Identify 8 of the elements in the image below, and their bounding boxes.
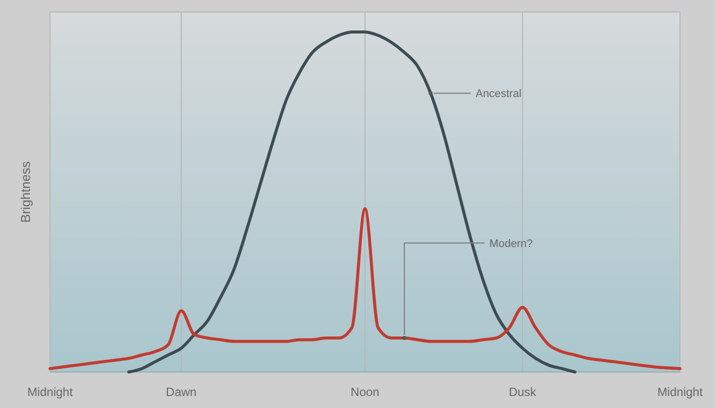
text: Modern? <box>489 238 533 250</box>
text: Ancestral <box>476 88 522 100</box>
x-tick-label: Noon <box>350 385 380 399</box>
x-tick-label: Dusk <box>508 385 538 399</box>
x-tick-label: Dawn <box>166 385 197 399</box>
y-axis-title: Brightness <box>18 160 33 223</box>
x-tick-label: Midnight <box>27 385 74 399</box>
x-tick-label: Midnight <box>657 385 704 399</box>
